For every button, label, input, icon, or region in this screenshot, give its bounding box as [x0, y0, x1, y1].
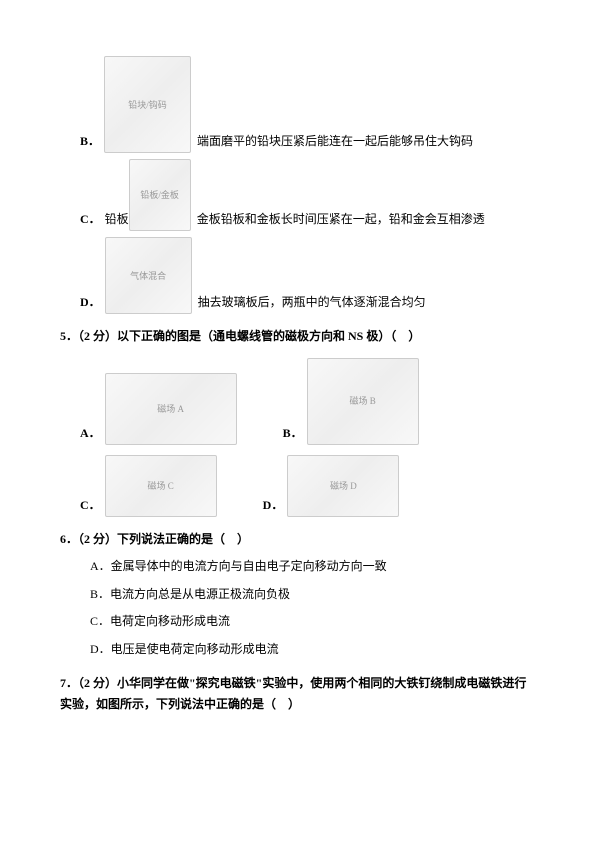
q5-b-figure: [307, 358, 419, 445]
q5-option-c: C．: [80, 455, 223, 517]
q4-c-figure: [129, 159, 191, 231]
question-4-options: B． 端面磨平的铅块压紧后能连在一起后能够吊住大钩码 C． 铅板 金板 铅板和金…: [60, 56, 535, 314]
q5-d-figure: [287, 455, 399, 517]
q5-option-d: D．: [263, 455, 406, 517]
q4-b-text: 端面磨平的铅块压紧后能连在一起后能够吊住大钩码: [197, 131, 473, 153]
question-5: 5．（2 分）以下正确的图是（通电螺线管的磁极方向和 NS 极）（ ） A． B…: [60, 326, 535, 517]
q4-b-label: B．: [80, 131, 100, 153]
q6-option-d: D．电压是使电荷定向移动形成电流: [90, 639, 535, 661]
q4-option-c: C． 铅板 金板 铅板和金板长时间压紧在一起，铅和金会互相渗透: [80, 159, 535, 231]
q4-c-prefix: 铅板: [105, 209, 129, 231]
q7-stem: 7．（2 分）小华同学在做"探究电磁铁"实验中，使用两个相同的大铁钉绕制成电磁铁…: [60, 673, 535, 716]
q5-a-figure: [105, 373, 237, 445]
q4-c-text: 铅板和金板长时间压紧在一起，铅和金会互相渗透: [221, 209, 485, 231]
question-6: 6．（2 分）下列说法正确的是（ ） A．金属导体中的电流方向与自由电子定向移动…: [60, 529, 535, 661]
q4-d-text: 抽去玻璃板后，两瓶中的气体逐渐混合均匀: [198, 292, 426, 314]
q6-options: A．金属导体中的电流方向与自由电子定向移动方向一致 B．电流方向总是从电源正极流…: [90, 556, 535, 660]
q5-c-label: C．: [80, 495, 101, 517]
q4-c-label: C．: [80, 209, 101, 231]
q5-d-label: D．: [263, 495, 284, 517]
q4-d-label: D．: [80, 292, 101, 314]
q5-b-label: B．: [283, 423, 303, 445]
q5-c-figure: [105, 455, 217, 517]
q4-option-d: D． 抽去玻璃板后，两瓶中的气体逐渐混合均匀: [80, 237, 535, 314]
q6-option-b: B．电流方向总是从电源正极流向负极: [90, 584, 535, 606]
q6-option-a: A．金属导体中的电流方向与自由电子定向移动方向一致: [90, 556, 535, 578]
q5-row-2: C． D．: [80, 455, 535, 517]
q4-b-figure: [104, 56, 191, 153]
question-7: 7．（2 分）小华同学在做"探究电磁铁"实验中，使用两个相同的大铁钉绕制成电磁铁…: [60, 673, 535, 716]
q5-a-label: A．: [80, 423, 101, 445]
q4-c-suffix: 金板: [197, 209, 221, 231]
q5-stem: 5．（2 分）以下正确的图是（通电螺线管的磁极方向和 NS 极）（ ）: [60, 326, 535, 348]
q5-row-1: A． B．: [80, 358, 535, 445]
q5-option-b: B．: [283, 358, 425, 445]
q4-option-b: B． 端面磨平的铅块压紧后能连在一起后能够吊住大钩码: [80, 56, 535, 153]
q5-option-a: A．: [80, 373, 243, 445]
q4-d-figure: [105, 237, 192, 314]
q6-option-c: C．电荷定向移动形成电流: [90, 611, 535, 633]
q6-stem: 6．（2 分）下列说法正确的是（ ）: [60, 529, 535, 551]
